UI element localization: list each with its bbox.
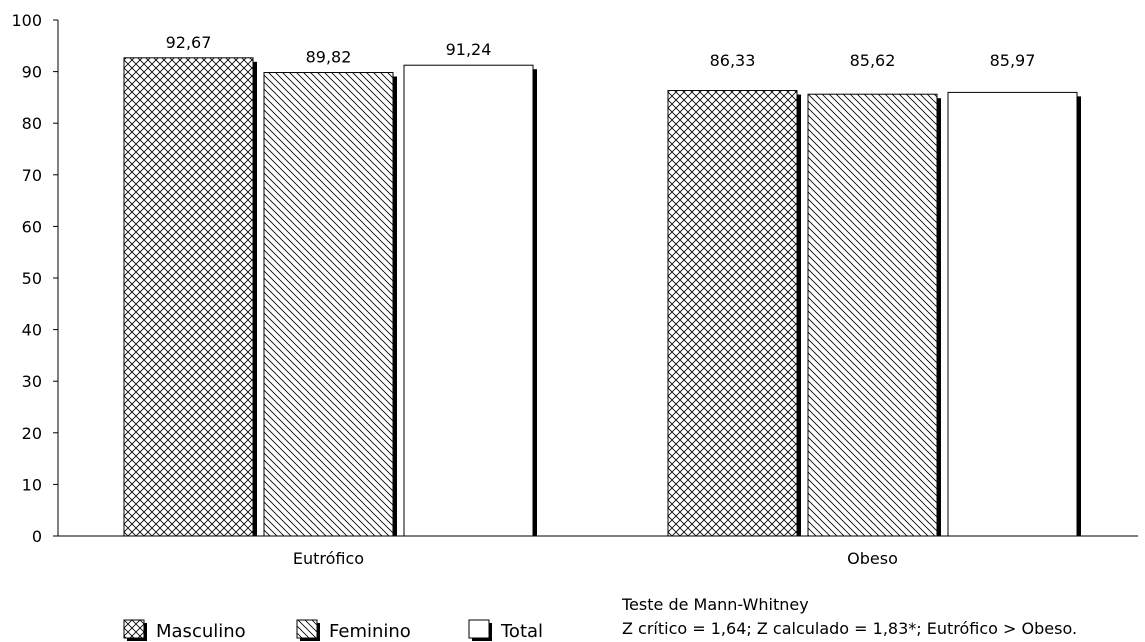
legend: Masculino Feminino Total [123,619,543,642]
legend-label: Masculino [156,621,246,642]
bars [123,57,1081,537]
bar [807,93,938,537]
y-tick-label: 90 [22,63,42,82]
y-tick-label: 20 [22,424,42,443]
x-category-label: Obeso [847,549,898,568]
bar [947,91,1078,537]
y-tick-label: 100 [11,11,42,30]
data-label: 89,82 [306,48,352,67]
legend-label: Total [500,621,543,642]
data-label: 85,62 [850,51,896,70]
bar [403,64,534,537]
axes: 0 10 20 30 40 50 60 70 80 90 100 Eutrófico Obeso [11,11,1138,568]
data-label: 85,97 [990,51,1036,70]
y-tick-label: 80 [22,114,42,133]
data-labels: 92,67 89,82 91,24 86,33 85,62 85,97 [166,33,1036,70]
y-tick-label: 50 [22,269,42,288]
legend-swatch [296,619,318,639]
note-line-2: Z crítico = 1,64; Z calculado = 1,83*; E… [622,619,1077,638]
bar [123,57,254,537]
legend-label: Feminino [329,621,411,642]
bar [667,90,798,537]
data-label: 91,24 [446,40,492,59]
data-label: 92,67 [166,33,212,52]
y-tick-label: 30 [22,372,42,391]
test-note: Teste de Mann-Whitney Z crítico = 1,64; … [621,595,1077,638]
y-tick-label: 0 [32,527,42,546]
y-tick-label: 10 [22,475,42,494]
y-tick-label: 40 [22,321,42,340]
y-tick-label: 70 [22,166,42,185]
y-tick-label: 60 [22,217,42,236]
note-line-1: Teste de Mann-Whitney [621,595,809,614]
legend-swatch [123,619,145,639]
legend-swatch [468,619,490,639]
data-label: 86,33 [710,51,756,70]
bar [263,72,394,537]
x-category-label: Eutrófico [293,549,364,568]
